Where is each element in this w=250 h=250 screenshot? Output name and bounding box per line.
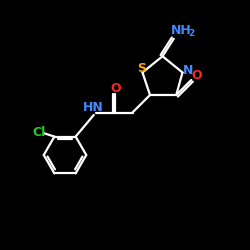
Text: HN: HN [83, 101, 104, 114]
Text: N: N [183, 64, 193, 76]
Text: S: S [137, 62, 146, 74]
Text: NH: NH [172, 24, 192, 36]
Text: Cl: Cl [33, 126, 46, 138]
Text: O: O [110, 82, 121, 95]
Text: 2: 2 [189, 29, 195, 38]
Text: O: O [191, 69, 202, 82]
